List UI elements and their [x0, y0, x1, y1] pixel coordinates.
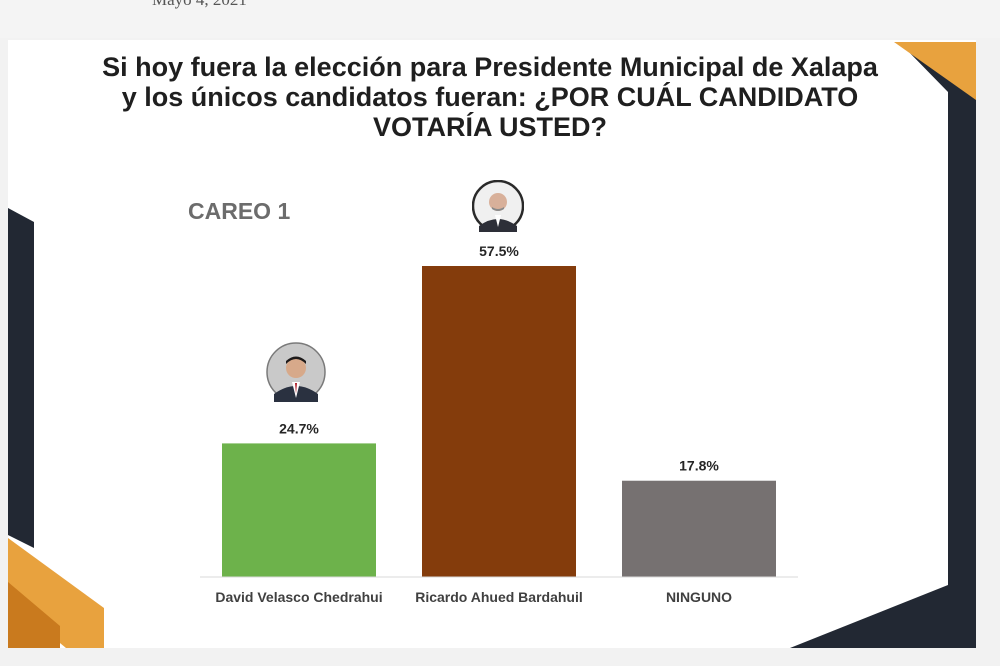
data-label-1: 24.7% [279, 420, 319, 436]
title-line-1: Si hoy fuera la elección para Presidente… [102, 52, 878, 82]
deco-orange-left [8, 538, 104, 648]
category-label-3: NINGUNO [666, 589, 732, 605]
title-line-3: VOTARÍA USTED? [373, 112, 607, 142]
bars-layer: 24.7% David Velasco Chedrahui 57.5% Ricardo… [215, 243, 776, 605]
bar-2 [422, 266, 576, 577]
avatar-candidate-2 [472, 180, 524, 232]
category-label-2: Ricardo Ahued Bardahuil [415, 589, 583, 605]
title-line-2: y los únicos candidatos fueran: ¿POR CUÁ… [121, 82, 859, 112]
deco-orange-left-shade [8, 582, 60, 648]
category-label-1: David Velasco Chedrahui [215, 589, 382, 605]
bar-3 [622, 480, 776, 577]
deco-orange-top-right [894, 42, 976, 100]
deco-dark-right [905, 48, 976, 648]
deco-dark-bottom-right [790, 585, 948, 648]
slide-title: Si hoy fuera la elección para Presidente… [40, 52, 940, 142]
careo-label: CAREO 1 [188, 198, 291, 224]
data-label-3: 17.8% [679, 458, 719, 474]
top-strip: Mayo 4, 2021 [0, 0, 1000, 38]
avatar-candidate-1 [266, 342, 326, 402]
date-fragment: Mayo 4, 2021 [152, 0, 247, 10]
deco-dark-left [8, 208, 34, 548]
bar-1 [222, 443, 376, 577]
data-label-2: 57.5% [479, 243, 519, 259]
